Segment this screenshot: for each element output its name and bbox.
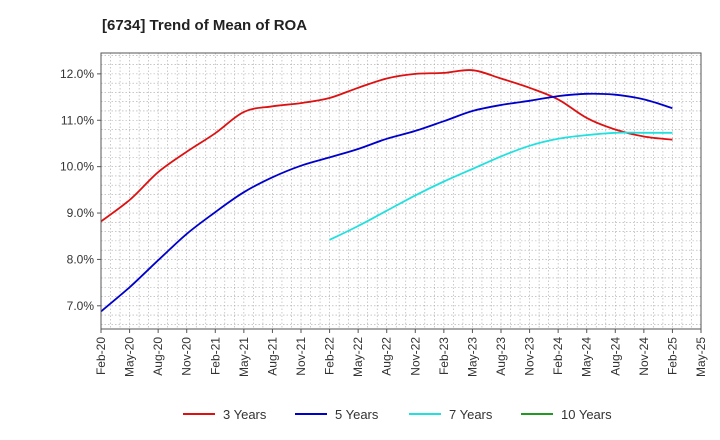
x-tick-label: Aug-21 [265,337,279,376]
x-axis-ticks: Feb-20 May-20 Aug-20 Nov-20 Feb-21 May-21 Aug-… [94,329,708,377]
series-line-5-years [100,92,673,313]
y-tick-label: 12.0% [60,67,94,81]
x-tick-label: Aug-22 [380,337,394,376]
y-tick-label: 7.0% [67,299,95,313]
x-tick-label: May-21 [237,337,251,377]
gridlines [100,53,702,329]
series-lines [100,69,673,313]
x-tick-label: May-22 [351,337,365,377]
y-tick-label: 9.0% [67,206,95,220]
x-tick-label: Feb-21 [208,337,222,375]
x-tick-label: Feb-25 [665,337,679,375]
chart-title: [6734] Trend of Mean of ROA [102,17,307,34]
y-tick-label: 11.0% [61,113,94,127]
plot-border [100,52,702,330]
x-tick-label: Nov-21 [294,337,308,376]
x-tick-label: May-24 [580,337,594,377]
x-tick-label: Nov-20 [180,337,194,376]
legend-label-5-years: 5 Years [335,407,379,422]
series-line-7-years [329,131,673,241]
legend: 3 Years 5 Years 7 Years 10 Years [183,407,612,422]
plot-area [101,53,701,329]
x-tick-label: Feb-23 [437,337,451,375]
x-tick-label: Nov-23 [523,337,537,376]
legend-label-3-years: 3 Years [223,407,267,422]
legend-label-10-years: 10 Years [561,407,612,422]
y-axis-ticks: 7.0% 8.0% 9.0% 10.0% 11.0% 12.0% [60,67,101,313]
x-tick-label: Aug-23 [494,337,508,376]
x-tick-label: Nov-22 [408,337,422,376]
x-tick-label: Aug-20 [151,337,165,376]
x-tick-label: Feb-22 [323,337,337,375]
legend-label-7-years: 7 Years [449,407,493,422]
y-tick-label: 8.0% [67,252,95,266]
x-tick-label: May-23 [465,337,479,377]
x-tick-label: Feb-24 [551,337,565,375]
x-tick-label: May-20 [123,337,137,377]
x-tick-label: Feb-20 [94,337,108,375]
x-tick-label: Nov-24 [637,337,651,376]
series-line-3-years [100,69,673,223]
x-tick-label: Aug-24 [608,337,622,376]
y-tick-label: 10.0% [60,160,94,174]
x-tick-label: May-25 [694,337,708,377]
